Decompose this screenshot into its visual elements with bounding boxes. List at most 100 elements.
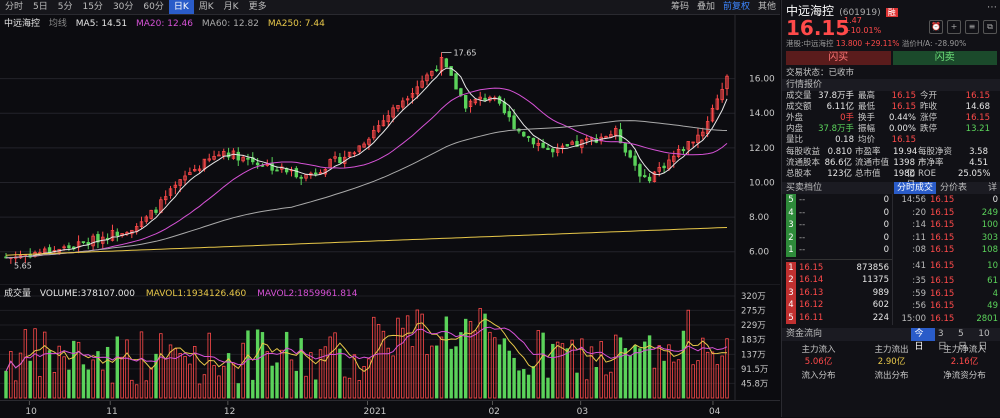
volume-bar [551,343,555,399]
chips-button[interactable]: 筹码 [670,2,689,12]
candle-body [381,120,386,127]
quote-value: 16.15 [965,91,990,101]
volume-bar [101,369,105,399]
tab-30min[interactable]: 30分 [112,2,134,12]
volume-chart[interactable]: 320万 275万 229万 183万 137万 91.5万 45.8万 [0,284,780,400]
volume-label[interactable]: 成交量 [4,289,32,299]
quote-value: 0.44% [888,113,916,123]
candle-body [352,152,357,155]
ma-label[interactable]: 均线 [48,19,67,29]
quote-panel: 中远海控 (601919) 融 ⋯ 16.15 1.47 +10.01% ⏰ + ≡… [781,0,1000,417]
volume-bar [154,353,158,399]
volume-tick-label: 229万 [741,321,766,331]
volume-bar [430,345,434,399]
tab-5min[interactable]: 5分 [57,2,73,12]
mavol1-value: MAVOL1:1934126.460 [145,289,247,299]
trade-time: :56 [912,301,926,311]
candle-body [483,97,487,101]
volume-bar [434,345,439,399]
bid-level[interactable]: 2 16.14 11375 [786,274,892,287]
volume-bar [13,380,18,399]
volume-bar [47,350,52,399]
candle-body [178,179,182,186]
level-quantity: 0 [883,245,889,255]
fundamental-value: 0.810 [827,147,852,157]
bid-level[interactable]: 5 16.11 224 [786,311,892,324]
volume-bar [217,375,221,399]
ma20-line [5,87,728,259]
quote-value: 16.15 [891,135,916,145]
fundamental-label: 总股本 [786,169,812,179]
fundamental-value: 1980亿 [893,169,915,190]
bid-level[interactable]: 1 16.15 873856 [786,261,892,274]
tab-intraday[interactable]: 分时 [5,2,24,12]
candle-body [667,159,671,170]
tab-flow-10d[interactable]: 10日 [978,329,990,352]
tab-flow-3d[interactable]: 3日 [937,329,947,352]
bid-level[interactable]: 3 16.13 989 [786,286,892,299]
ma250-line [5,227,728,256]
level-number: 4 [786,299,796,312]
tab-60min[interactable]: 60分 [143,2,164,12]
tab-more[interactable]: 更多 [248,2,267,12]
candle-body [139,221,144,228]
quick-buy-button[interactable]: 闪买 [786,51,891,65]
quote-value: 16.15 [891,102,916,112]
trade-time: :35 [912,276,926,286]
volume-bar [497,344,502,399]
compare-icon[interactable]: ⧉ [983,20,997,34]
candle-body [715,98,720,110]
flow-distribution: 流入分布 流出分布 净流资分布 [782,369,1000,381]
tab-flow-today[interactable]: 今日 [911,328,935,352]
more-icon[interactable]: ⋯ [987,2,997,13]
price-tick-label: 8.00 [749,213,769,223]
candle-body [188,172,192,176]
tab-5day[interactable]: 5日 [33,2,48,12]
ask-level[interactable]: 3 -- 0 [786,219,892,232]
level-number: 2 [786,274,796,287]
candle-body [584,137,589,141]
volume-bar [139,331,144,399]
trade-status: 交易状态：已收市 [786,68,855,78]
add-icon[interactable]: + [947,20,961,34]
ask-level[interactable]: 2 -- 0 [786,231,892,244]
alert-icon[interactable]: ⏰ [929,20,943,34]
main-net-label: 主力净流入 [943,345,986,355]
trade-price: 16.15 [929,260,955,271]
tab-weekly-k[interactable]: 周K [198,2,214,12]
quote-header[interactable]: 行情报价 [782,79,1000,91]
ask-level[interactable]: 1 -- 0 [786,244,892,257]
tab-price-table[interactable]: 分价表 [940,183,968,193]
adjust-button[interactable]: 前复权 [722,2,750,12]
tab-tick-trades[interactable]: 分时成交 [894,182,937,194]
tab-monthly-k[interactable]: 月K [223,2,239,12]
ask-level[interactable]: 5 -- 0 [786,194,892,207]
volume-bar [686,309,690,399]
quick-sell-button[interactable]: 闪卖 [892,51,997,65]
volume-bar [584,379,589,399]
list-icon[interactable]: ≡ [965,20,979,34]
volume-bar [280,349,284,399]
volume-bar [96,351,100,399]
trade-time: :41 [912,260,926,271]
tab-detail[interactable]: 详 [987,183,997,193]
trade-price: 16.15 [929,232,955,243]
hk-value: 13.800 +29.11% [835,39,900,48]
book-title: 买卖档位 [786,183,823,193]
level-price: 16.11 [799,312,824,323]
tab-flow-5d[interactable]: 5日 [958,329,968,352]
candle-body [676,148,681,157]
overlay-button[interactable]: 叠加 [696,2,715,12]
candle-body [512,115,516,130]
volume-bar [43,331,47,399]
tick-trade-row: :20 16.15 249 [896,207,1000,220]
tab-daily-k[interactable]: 日K [168,0,194,14]
bid-level[interactable]: 4 16.12 602 [786,299,892,312]
tab-15min[interactable]: 15分 [82,2,103,12]
ask-level[interactable]: 4 -- 0 [786,206,892,219]
fundamental-label: 市净率 [918,158,944,168]
quote-label: 换手 [858,113,876,123]
level-number: 3 [786,219,796,232]
other-button[interactable]: 其他 [757,2,776,12]
candlestick-chart[interactable]: 16.00 14.00 12.00 10.00 8.00 6.00 17.65 5.65 [0,14,780,284]
